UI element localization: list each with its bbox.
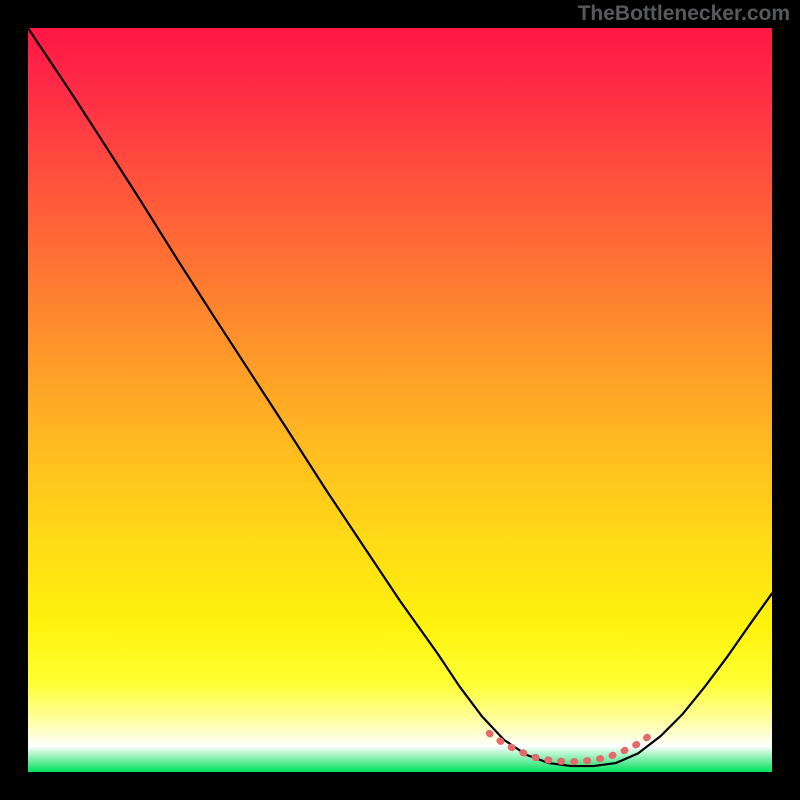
chart-svg (28, 28, 772, 772)
chart-frame: TheBottlenecker.com (0, 0, 800, 800)
watermark-text: TheBottlenecker.com (578, 2, 790, 26)
bottleneck-chart (28, 28, 772, 772)
chart-background (28, 28, 772, 772)
